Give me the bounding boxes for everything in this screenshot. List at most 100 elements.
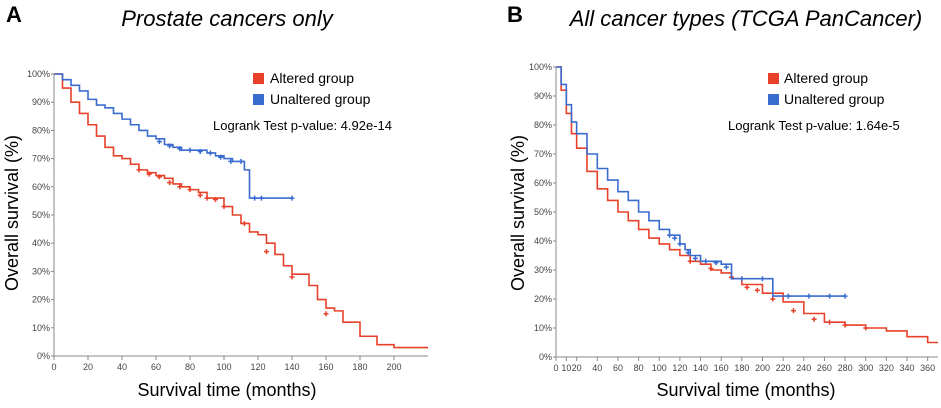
panel-b-unaltered-group-censor-mark xyxy=(806,293,812,299)
panel-a: A Prostate cancers only Survival time (m… xyxy=(2,2,428,400)
panel-b-altered-group-censor-mark xyxy=(811,316,817,322)
panel-a-x-tick-label: 20 xyxy=(83,362,93,372)
panel-b-unaltered-group-censor-mark xyxy=(677,241,683,247)
panel-b-unaltered-group-censor-mark xyxy=(785,293,791,299)
panel-a-y-tick-label: 90% xyxy=(32,97,50,107)
panel-b-y-tick-label: 10% xyxy=(534,323,552,333)
panel-a-altered-group-censor-mark xyxy=(204,195,210,201)
panel-a-unaltered-group-censor-mark xyxy=(238,158,244,164)
panel-b-altered-group-censor-mark xyxy=(842,322,848,328)
panel-b-unaltered-group-censor-mark xyxy=(759,276,765,282)
panel-b-unaltered-group-censor-mark xyxy=(685,250,691,256)
panel-a-legend-unaltered: Unaltered group xyxy=(270,91,371,107)
panel-b-y-tick-label: 0% xyxy=(539,352,552,362)
panel-a-y-tick-label: 40% xyxy=(32,238,50,248)
panel-b-legend-altered-swatch xyxy=(768,73,779,84)
panel-b-y-tick-label: 80% xyxy=(534,120,552,130)
panel-b-legend-unaltered: Unaltered group xyxy=(784,91,885,107)
panel-b-x-tick-label: 60 xyxy=(613,363,623,373)
panel-b-altered-group-censor-mark xyxy=(687,258,693,264)
panel-a-y-tick-label: 100% xyxy=(27,69,50,79)
panel-a-unaltered-group-censor-mark xyxy=(252,195,258,201)
panel-b-x-tick-label: 180 xyxy=(734,363,749,373)
panel-a-altered-group-censor-mark xyxy=(323,311,329,317)
panel-b-y-tick-label: 70% xyxy=(534,149,552,159)
panel-a-altered-group-censor-mark xyxy=(213,196,218,202)
panel-b-legend-altered: Altered group xyxy=(784,70,868,86)
panel-b-unaltered-group-censor-mark xyxy=(827,293,833,299)
panel-b-altered-group-censor-mark xyxy=(744,284,750,290)
panel-b-x-tick-label: 20 xyxy=(572,363,582,373)
panel-b: B All cancer types (TCGA PanCancer) Surv… xyxy=(507,2,938,400)
panel-a-unaltered-group-censor-mark xyxy=(218,154,224,160)
panel-a-unaltered-group-censor-mark xyxy=(197,149,203,155)
panel-b-y-tick-label: 40% xyxy=(534,236,552,246)
panel-b-letter: B xyxy=(507,2,523,27)
panel-a-x-tick-label: 40 xyxy=(117,362,127,372)
panel-b-altered-group-censor-mark xyxy=(708,266,714,272)
panel-a-unaltered-group-censor-mark xyxy=(228,158,234,164)
panel-b-x-tick-label: 360 xyxy=(920,363,935,373)
panel-b-y-tick-label: 60% xyxy=(534,178,552,188)
panel-a-unaltered-group-censor-mark xyxy=(177,146,183,152)
panel-a-unaltered-group-censor-mark xyxy=(207,150,213,156)
panel-b-unaltered-group-censor-mark xyxy=(713,260,719,266)
panel-a-y-tick-label: 0% xyxy=(37,351,50,361)
panel-a-x-axis-label: Survival time (months) xyxy=(137,380,316,400)
panel-b-unaltered-group-censor-mark xyxy=(672,235,678,241)
panel-b-altered-group-censor-mark xyxy=(770,296,776,302)
panel-a-altered-group-censor-mark xyxy=(289,274,295,280)
panel-b-unaltered-group-censor-mark xyxy=(723,264,729,270)
panel-b-x-tick-label: 160 xyxy=(714,363,729,373)
panel-b-series-altered-group-line xyxy=(556,66,938,344)
panel-b-x-tick-label: 240 xyxy=(796,363,811,373)
panel-a-y-tick-label: 20% xyxy=(32,295,50,305)
panel-b-title: All cancer types (TCGA PanCancer) xyxy=(568,6,923,31)
panel-b-altered-group-censor-mark xyxy=(863,325,869,331)
panel-b-y-axis-label: Overall survival (%) xyxy=(508,135,528,291)
panel-a-altered-group-censor-mark xyxy=(146,171,152,177)
panel-a-pvalue: Logrank Test p-value: 4.92e-14 xyxy=(213,118,392,133)
panel-a-x-tick-label: 200 xyxy=(386,362,401,372)
panel-a-altered-group-censor-mark xyxy=(187,187,193,193)
panel-a-y-tick-label: 70% xyxy=(32,154,50,164)
panel-b-x-axis-label: Survival time (months) xyxy=(656,380,835,400)
panel-b-unaltered-group-censor-mark xyxy=(703,258,709,264)
panel-b-y-tick-label: 20% xyxy=(534,294,552,304)
panel-b-series-unaltered-group-line xyxy=(556,66,846,297)
panel-a-x-tick-label: 160 xyxy=(318,362,333,372)
panel-a-altered-group-censor-mark xyxy=(264,249,269,255)
panel-a-altered-group-censor-mark xyxy=(197,192,203,198)
panel-b-pvalue: Logrank Test p-value: 1.64e-5 xyxy=(728,118,900,133)
panel-b-altered-group-censor-mark xyxy=(790,308,796,314)
panel-a-y-tick-label: 30% xyxy=(32,266,50,276)
panel-a-series-altered-group-line xyxy=(54,73,428,349)
panel-b-unaltered-group-censor-mark xyxy=(667,232,673,238)
panel-a-letter: A xyxy=(6,2,22,27)
panel-b-x-tick-label: 140 xyxy=(693,363,708,373)
panel-b-unaltered-group-censor-mark xyxy=(692,255,698,261)
panel-a-x-tick-label: 80 xyxy=(185,362,195,372)
panel-a-x-tick-label: 140 xyxy=(284,362,299,372)
panel-a-unaltered-group-censor-mark xyxy=(156,139,162,145)
panel-b-x-tick-label: 260 xyxy=(817,363,832,373)
panel-b-altered-group-censor-mark xyxy=(827,319,833,325)
panel-b-x-tick-label: 120 xyxy=(672,363,687,373)
panel-b-x-tick-label: 100 xyxy=(652,363,667,373)
panel-b-altered-group-censor-mark xyxy=(754,287,760,293)
panel-a-legend-altered-swatch xyxy=(253,73,264,84)
panel-a-unaltered-group-censor-mark xyxy=(289,195,295,201)
panel-a-altered-group-censor-mark xyxy=(221,204,227,210)
panel-a-unaltered-group-censor-mark xyxy=(187,147,193,153)
panel-a-altered-group-censor-mark xyxy=(156,174,162,180)
panel-a-y-axis-label: Overall survival (%) xyxy=(2,135,22,291)
panel-a-y-tick-label: 60% xyxy=(32,182,50,192)
panel-b-x-tick-label: 340 xyxy=(900,363,915,373)
panel-b-x-tick-label: 280 xyxy=(838,363,853,373)
panel-a-x-tick-label: 180 xyxy=(352,362,367,372)
panel-b-y-tick-label: 90% xyxy=(534,91,552,101)
panel-b-x-tick-label: 10 xyxy=(561,363,571,373)
panel-b-y-tick-label: 50% xyxy=(534,207,552,217)
panel-a-title: Prostate cancers only xyxy=(121,6,335,31)
panel-b-y-tick-label: 100% xyxy=(529,62,552,72)
